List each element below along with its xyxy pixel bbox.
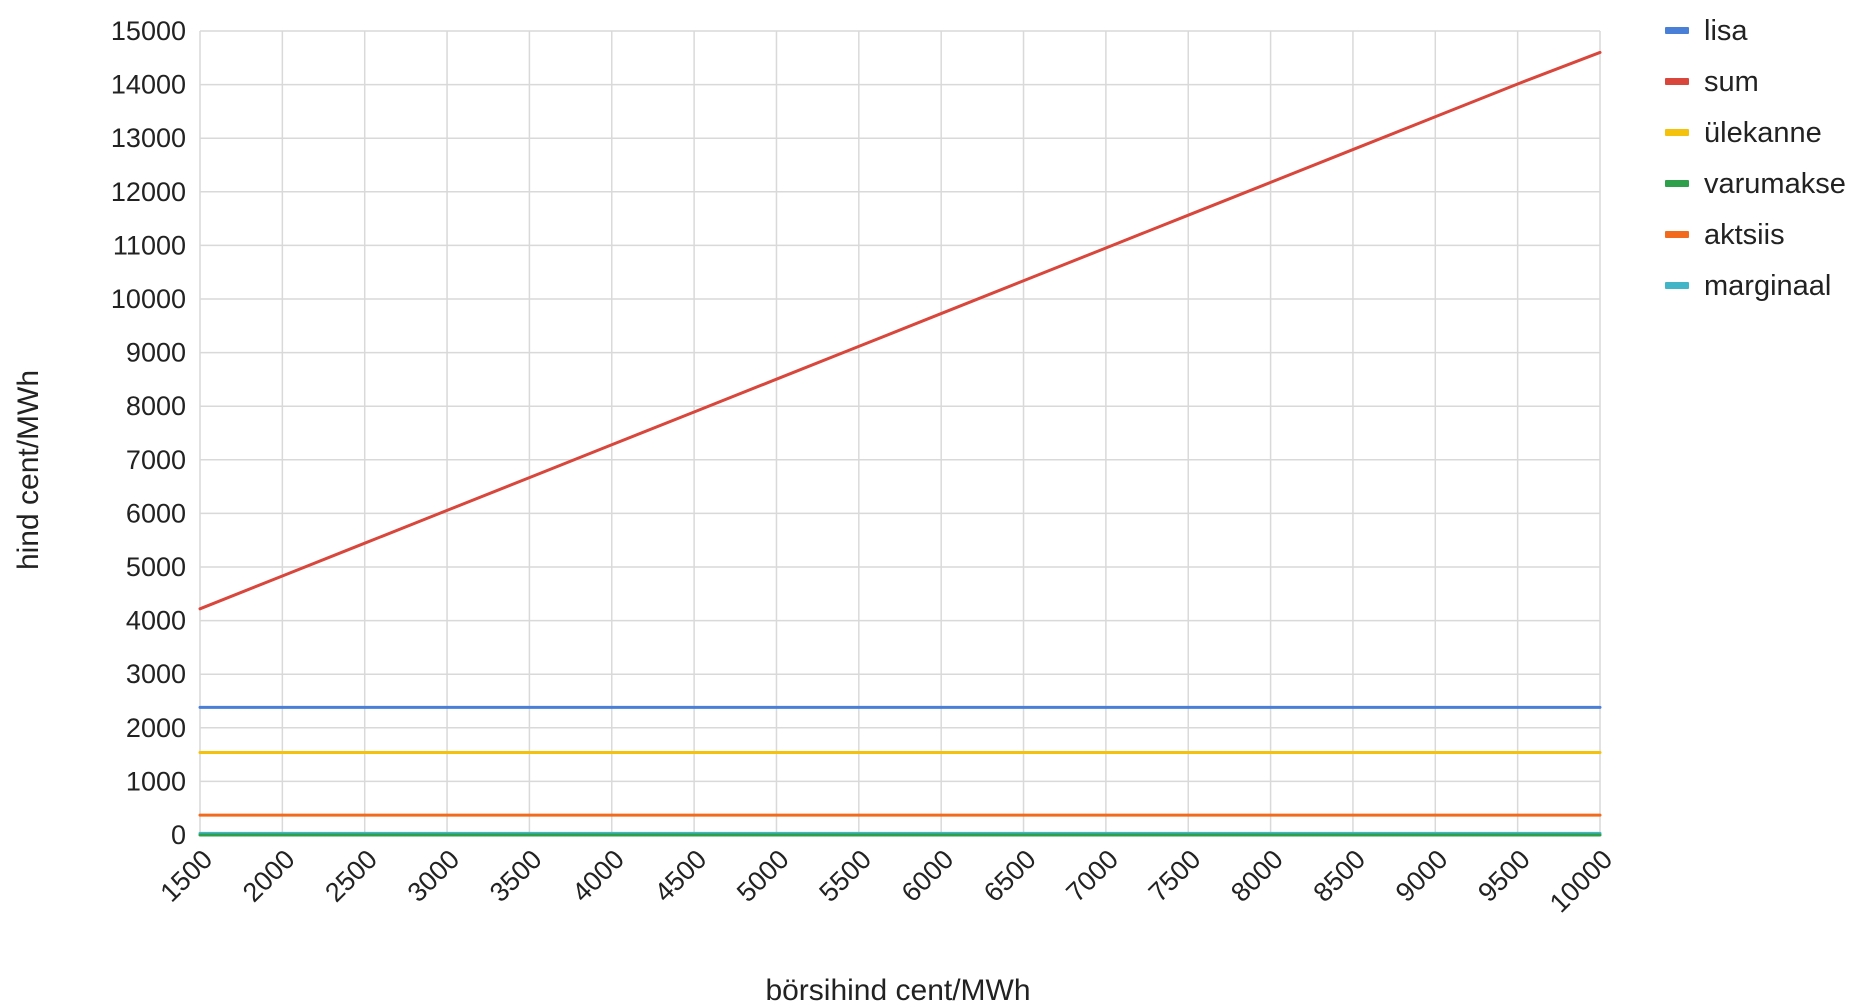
- legend-swatch: [1665, 129, 1689, 136]
- y-axis-title: hind cent/MWh: [12, 370, 45, 570]
- y-tick-label: 13000: [111, 123, 186, 153]
- x-tick-label: 4000: [566, 844, 630, 908]
- y-tick-label: 5000: [126, 552, 186, 582]
- grid: [199, 30, 1601, 836]
- y-tick-label: 10000: [111, 284, 186, 314]
- y-tick-label: 15000: [111, 16, 186, 46]
- legend-label: sum: [1704, 66, 1759, 98]
- y-tick-label: 11000: [113, 230, 186, 260]
- legend-swatch: [1665, 27, 1689, 34]
- x-axis-title: börsihind cent/MWh: [765, 974, 1030, 1007]
- x-tick-label: 5000: [731, 844, 795, 908]
- y-tick-label: 14000: [111, 70, 186, 100]
- y-tick-label: 0: [171, 820, 186, 850]
- x-tick-label: 3000: [402, 844, 466, 908]
- x-tick-label: 8500: [1307, 844, 1371, 908]
- x-tick-label: 2000: [237, 844, 301, 908]
- x-tick-label: 2500: [319, 844, 383, 908]
- x-tick-label: 1500: [155, 844, 219, 908]
- x-tick-label: 5500: [813, 844, 877, 908]
- legend-swatch: [1665, 282, 1689, 289]
- x-tick-label: 4500: [649, 844, 713, 908]
- x-axis-ticks: 1500 2000 2500 3000 3500 4000 4500 5000 5500 6000…: [155, 844, 1619, 918]
- x-tick-label: 8000: [1225, 844, 1289, 908]
- y-axis-ticks: 0 1000 2000 3000 4000 5000 6000 7000 8000 9000 100…: [111, 16, 186, 850]
- y-tick-label: 2000: [126, 713, 186, 743]
- x-tick-label: 7500: [1143, 844, 1207, 908]
- legend-swatch: [1665, 78, 1689, 85]
- legend-label: varumakse: [1704, 168, 1846, 200]
- y-tick-label: 3000: [126, 659, 186, 689]
- y-tick-label: 4000: [126, 606, 186, 636]
- legend-swatch: [1665, 180, 1689, 187]
- y-tick-label: 8000: [126, 391, 186, 421]
- legend-label: lisa: [1704, 15, 1748, 47]
- x-tick-label: 6500: [978, 844, 1042, 908]
- legend: lisa sum ülekanne varumakse aktsiis marginaal: [1665, 15, 1846, 302]
- x-tick-label: 7000: [1060, 844, 1124, 908]
- legend-label: aktsiis: [1704, 219, 1785, 251]
- y-tick-label: 1000: [126, 766, 186, 796]
- series-lines: [198, 50, 1602, 837]
- x-tick-label: 6000: [896, 844, 960, 908]
- y-tick-label: 6000: [126, 498, 186, 528]
- legend-swatch: [1665, 231, 1689, 238]
- y-tick-label: 12000: [111, 177, 186, 207]
- legend-label: ülekanne: [1704, 117, 1822, 149]
- x-tick-label: 10000: [1544, 844, 1618, 918]
- series-line-1: [198, 50, 1602, 611]
- x-tick-label: 3500: [484, 844, 548, 908]
- y-tick-label: 9000: [126, 338, 186, 368]
- y-tick-label: 7000: [126, 445, 186, 475]
- x-tick-label: 9500: [1472, 844, 1536, 908]
- legend-label: marginaal: [1704, 270, 1831, 302]
- x-tick-label: 9000: [1390, 844, 1454, 908]
